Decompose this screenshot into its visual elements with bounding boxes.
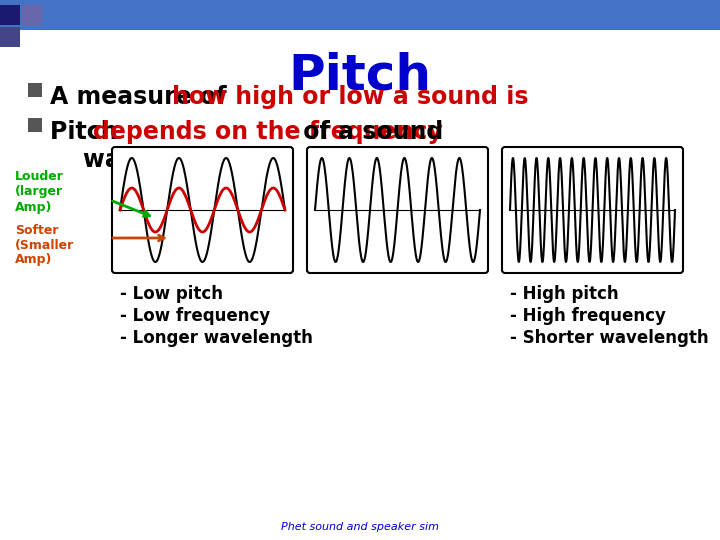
Bar xyxy=(0,5,20,25)
Text: - High pitch: - High pitch xyxy=(510,285,618,303)
FancyBboxPatch shape xyxy=(0,0,720,30)
Text: - Low pitch: - Low pitch xyxy=(120,285,223,303)
Text: wave: wave xyxy=(50,148,152,172)
Bar xyxy=(28,83,42,97)
Text: - Longer wavelength: - Longer wavelength xyxy=(120,329,313,347)
Text: how high or low a sound is: how high or low a sound is xyxy=(172,85,528,109)
Bar xyxy=(0,27,20,47)
Bar xyxy=(28,118,42,132)
Text: - Low frequency: - Low frequency xyxy=(120,307,270,325)
Text: - Shorter wavelength: - Shorter wavelength xyxy=(510,329,708,347)
Bar xyxy=(22,5,42,25)
Text: Louder
(larger
Amp): Louder (larger Amp) xyxy=(15,171,64,213)
FancyBboxPatch shape xyxy=(112,147,293,273)
Text: depends on the frequency: depends on the frequency xyxy=(93,120,443,144)
Text: of a sound: of a sound xyxy=(295,120,444,144)
Text: Softer
(Smaller
Amp): Softer (Smaller Amp) xyxy=(15,224,74,267)
Text: - High frequency: - High frequency xyxy=(510,307,666,325)
Text: Pitch: Pitch xyxy=(50,120,126,144)
FancyBboxPatch shape xyxy=(502,147,683,273)
Text: A measure of: A measure of xyxy=(50,85,235,109)
FancyBboxPatch shape xyxy=(307,147,488,273)
Text: Pitch: Pitch xyxy=(289,52,431,100)
Text: Phet sound and speaker sim: Phet sound and speaker sim xyxy=(281,522,439,532)
